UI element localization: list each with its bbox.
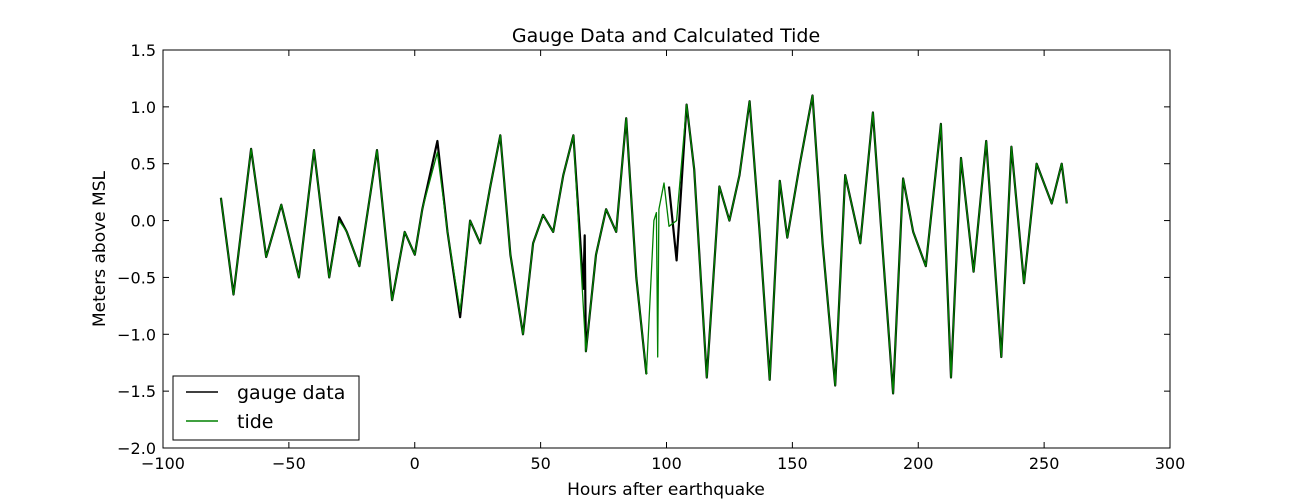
y-tick-label: 1.5 bbox=[131, 41, 156, 60]
y-tick-label: −1.5 bbox=[117, 382, 156, 401]
x-tick-label: 50 bbox=[530, 454, 550, 473]
x-tick-label: −100 bbox=[141, 454, 185, 473]
legend-label-gauge-data: gauge data bbox=[237, 382, 345, 404]
x-tick-label: 200 bbox=[903, 454, 934, 473]
plot-area bbox=[219, 94, 1068, 395]
x-axis: −100 −50 0 50 100 150 200 250 300 bbox=[141, 50, 1185, 473]
y-tick-label: 0.5 bbox=[131, 155, 156, 174]
x-tick-label: 250 bbox=[1029, 454, 1060, 473]
y-tick-label: −2.0 bbox=[117, 439, 156, 458]
y-tick-label: 1.0 bbox=[131, 98, 156, 117]
x-axis-title: Hours after earthquake bbox=[567, 480, 765, 500]
y-tick-label: −1.0 bbox=[117, 325, 156, 344]
x-tick-label: 100 bbox=[651, 454, 682, 473]
y-tick-label: 0.0 bbox=[131, 212, 156, 231]
y-axis: −2.0 −1.5 −1.0 −0.5 0.0 0.5 1.0 1.5 bbox=[117, 41, 1170, 458]
x-tick-label: −50 bbox=[272, 454, 306, 473]
legend-label-tide: tide bbox=[237, 411, 273, 433]
y-axis-title: Meters above MSL bbox=[90, 170, 110, 326]
x-tick-label: 300 bbox=[1155, 454, 1186, 473]
x-tick-label: 150 bbox=[777, 454, 808, 473]
legend: gauge data tide bbox=[172, 375, 360, 441]
legend-box bbox=[172, 375, 360, 441]
chart-title: Gauge Data and Calculated Tide bbox=[512, 25, 820, 47]
series-line-tide bbox=[220, 94, 1068, 395]
y-tick-label: −0.5 bbox=[117, 268, 156, 287]
x-tick-label: 0 bbox=[410, 454, 420, 473]
